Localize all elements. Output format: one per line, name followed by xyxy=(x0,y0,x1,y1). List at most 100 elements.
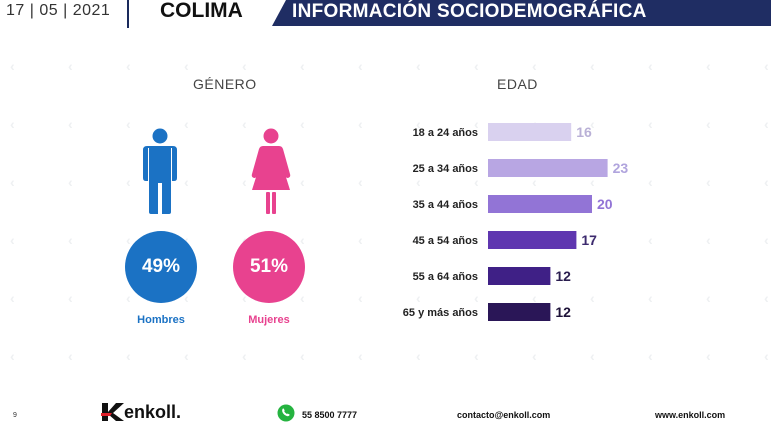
contact-email[interactable]: contacto@enkoll.com xyxy=(457,410,551,420)
watermark-mark: ‹ xyxy=(126,174,131,190)
watermark-mark: ‹ xyxy=(706,232,711,248)
watermark-mark: ‹ xyxy=(300,232,305,248)
watermark-mark: ‹ xyxy=(590,232,595,248)
watermark-mark: ‹ xyxy=(706,116,711,132)
age-bar xyxy=(488,303,551,321)
watermark-mark: ‹ xyxy=(706,348,711,364)
watermark-mark: ‹ xyxy=(706,290,711,306)
watermark-mark: ‹ xyxy=(416,290,421,306)
watermark-mark: ‹ xyxy=(68,58,73,74)
male-percent-circle: 49% xyxy=(125,231,197,303)
header: 17 | 05 | 2021 COLIMA INFORMACIÓN SOCIOD… xyxy=(0,0,771,28)
watermark-mark: ‹ xyxy=(126,232,131,248)
watermark-mark: ‹ xyxy=(126,116,131,132)
female-icon xyxy=(251,128,291,214)
watermark-mark: ‹ xyxy=(68,290,73,306)
watermark-mark: ‹ xyxy=(532,58,537,74)
watermark-mark: ‹ xyxy=(648,348,653,364)
watermark-mark: ‹ xyxy=(764,290,769,306)
contact-phone[interactable]: 55 8500 7777 xyxy=(302,410,358,420)
watermark-mark: ‹ xyxy=(126,348,131,364)
watermark-mark: ‹ xyxy=(358,58,363,74)
banner-title: INFORMACIÓN SOCIODEMOGRÁFICA xyxy=(292,1,647,22)
report-date: 17 | 05 | 2021 xyxy=(6,2,111,19)
watermark-mark: ‹ xyxy=(300,116,305,132)
watermark-mark: ‹ xyxy=(184,348,189,364)
watermark-mark: ‹ xyxy=(590,290,595,306)
watermark-mark: ‹ xyxy=(706,58,711,74)
watermark-mark: ‹ xyxy=(590,348,595,364)
watermark-mark: ‹ xyxy=(300,290,305,306)
watermark-mark: ‹ xyxy=(764,174,769,190)
male-label: Hombres xyxy=(137,314,185,326)
watermark-mark: ‹ xyxy=(474,174,479,190)
watermark-mark: ‹ xyxy=(648,58,653,74)
watermark-mark: ‹ xyxy=(10,348,15,364)
watermark-mark: ‹ xyxy=(416,174,421,190)
male-icon xyxy=(143,128,177,214)
watermark-mark: ‹ xyxy=(416,58,421,74)
watermark-mark: ‹ xyxy=(764,232,769,248)
category-label: 45 a 54 años xyxy=(413,235,478,247)
age-bar xyxy=(488,159,608,177)
category-label: 55 a 64 años xyxy=(413,271,478,283)
watermark-mark: ‹ xyxy=(10,58,15,74)
watermark-mark: ‹ xyxy=(532,290,537,306)
watermark-mark: ‹ xyxy=(68,174,73,190)
watermark-mark: ‹ xyxy=(126,58,131,74)
watermark-mark: ‹ xyxy=(184,116,189,132)
watermark-mark: ‹ xyxy=(358,348,363,364)
watermark-mark: ‹ xyxy=(648,232,653,248)
watermark-mark: ‹ xyxy=(358,290,363,306)
watermark-mark: ‹ xyxy=(532,348,537,364)
female-percent-circle: 51% xyxy=(233,231,305,303)
watermark-mark: ‹ xyxy=(474,348,479,364)
watermark-mark: ‹ xyxy=(184,58,189,74)
watermark-mark: ‹ xyxy=(590,116,595,132)
watermark-mark: ‹ xyxy=(242,58,247,74)
age-bar xyxy=(488,231,577,249)
category-label: 35 a 44 años xyxy=(413,199,478,211)
watermark-mark: ‹ xyxy=(68,232,73,248)
watermark-mark: ‹ xyxy=(590,58,595,74)
watermark-mark: ‹ xyxy=(706,174,711,190)
watermark-mark: ‹ xyxy=(358,232,363,248)
watermark-mark: ‹ xyxy=(474,116,479,132)
watermark-mark: ‹ xyxy=(764,58,769,74)
brand-name: enkoll. xyxy=(124,402,182,422)
category-label: 65 y más años xyxy=(403,307,478,319)
watermark-mark: ‹ xyxy=(416,232,421,248)
watermark-mark: ‹ xyxy=(242,116,247,132)
watermark-mark: ‹ xyxy=(184,290,189,306)
watermark-mark: ‹ xyxy=(184,232,189,248)
watermark-mark: ‹ xyxy=(10,174,15,190)
watermark-mark: ‹ xyxy=(68,348,73,364)
watermark-mark: ‹ xyxy=(242,174,247,190)
watermark-mark: ‹ xyxy=(474,232,479,248)
gender-title: GÉNERO xyxy=(193,76,257,92)
value-label: 16 xyxy=(576,124,592,140)
watermark-mark: ‹ xyxy=(10,232,15,248)
value-label: 12 xyxy=(555,268,571,284)
watermark-mark: ‹ xyxy=(648,290,653,306)
state-name: COLIMA xyxy=(160,0,243,22)
value-label: 17 xyxy=(581,232,597,248)
watermark-mark: ‹ xyxy=(474,290,479,306)
watermark-mark: ‹ xyxy=(10,116,15,132)
chart-title: EDAD xyxy=(497,76,538,92)
watermark-mark: ‹ xyxy=(300,58,305,74)
watermark-mark: ‹ xyxy=(184,174,189,190)
value-label: 23 xyxy=(613,160,629,176)
watermark-mark: ‹ xyxy=(532,174,537,190)
enkoll-logo-icon xyxy=(101,403,124,421)
category-label: 18 a 24 años xyxy=(413,127,478,139)
watermark-mark: ‹ xyxy=(242,290,247,306)
watermark-mark: ‹ xyxy=(764,116,769,132)
whatsapp-icon xyxy=(277,404,295,422)
watermark-mark: ‹ xyxy=(648,174,653,190)
age-bar xyxy=(488,267,551,285)
age-bar xyxy=(488,123,572,141)
website-link[interactable]: www.enkoll.com xyxy=(655,410,726,420)
female-label: Mujeres xyxy=(248,314,290,326)
value-label: 20 xyxy=(597,196,613,212)
